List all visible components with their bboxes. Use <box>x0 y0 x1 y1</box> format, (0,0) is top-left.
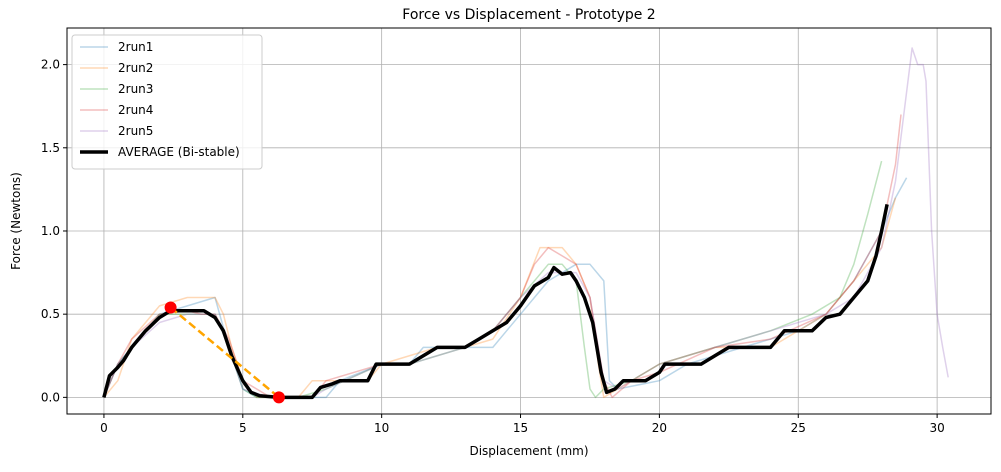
plot-frame <box>66 27 992 415</box>
x-tick-label: 5 <box>239 421 247 435</box>
x-tick-label: 10 <box>374 421 389 435</box>
legend-label: 2run3 <box>118 82 153 96</box>
x-tick-label: 25 <box>791 421 806 435</box>
series-line <box>103 197 897 399</box>
legend-label: AVERAGE (Bi-stable) <box>118 145 240 159</box>
y-tick-label: 0.5 <box>41 307 60 321</box>
y-tick-label: 0.0 <box>41 390 60 404</box>
series-line <box>103 177 908 399</box>
legend-label: 2run4 <box>118 103 153 117</box>
y-tick-label: 2.0 <box>41 58 60 72</box>
x-tick-label: 20 <box>652 421 667 435</box>
x-tick-label: 0 <box>100 421 108 435</box>
series-line <box>103 160 883 399</box>
x-axis-label: Displacement (mm) <box>469 444 588 458</box>
marker-point <box>272 391 285 404</box>
chart-title: Force vs Displacement - Prototype 2 <box>402 7 655 23</box>
y-tick-label: 1.0 <box>41 224 60 238</box>
marker-point <box>164 301 177 314</box>
x-tick-label: 15 <box>513 421 528 435</box>
x-tick-label: 30 <box>929 421 944 435</box>
legend-label: 2run5 <box>118 124 153 138</box>
y-tick-label: 1.5 <box>41 141 60 155</box>
y-axis-label: Force (Newtons) <box>9 172 23 270</box>
legend-box <box>71 34 263 170</box>
legend-label: 2run2 <box>118 61 153 75</box>
legend-label: 2run1 <box>118 40 153 54</box>
series-line <box>102 204 889 400</box>
